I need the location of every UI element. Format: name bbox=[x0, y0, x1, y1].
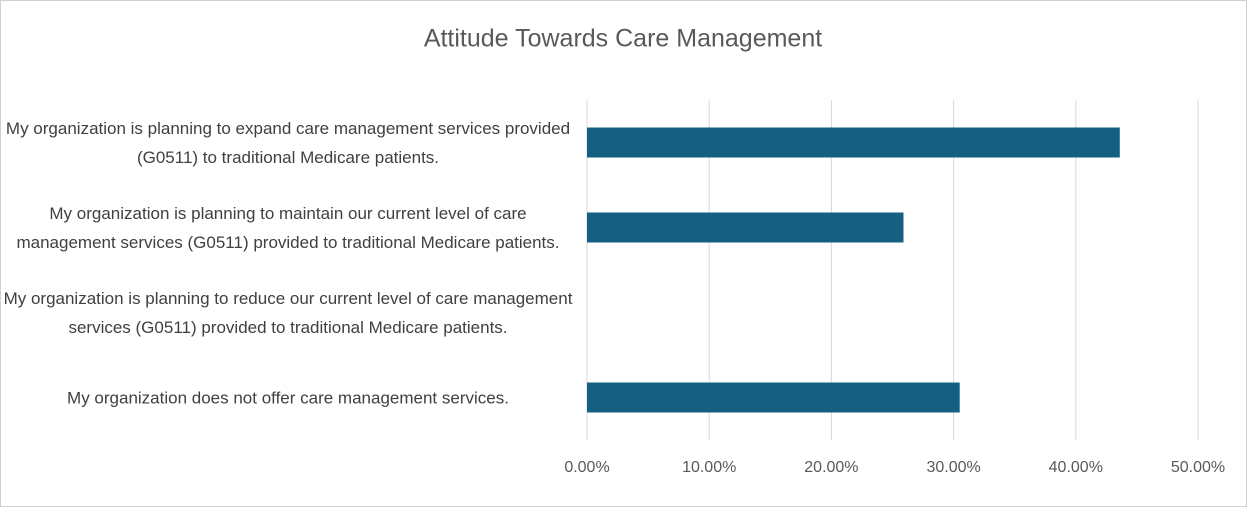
x-tick-label: 30.00% bbox=[926, 459, 980, 476]
y-tick-label: My organization does not offer care mana… bbox=[67, 388, 509, 407]
bar bbox=[587, 212, 904, 243]
bar bbox=[587, 382, 960, 413]
x-tick-label: 20.00% bbox=[804, 459, 858, 476]
y-tick-label: My organization is planning to maintain … bbox=[16, 203, 560, 252]
y-tick-label: My organization is planning to reduce ou… bbox=[3, 288, 573, 337]
x-tick-label: 0.00% bbox=[564, 459, 609, 476]
bar bbox=[587, 127, 1120, 158]
x-tick-label: 50.00% bbox=[1171, 459, 1225, 476]
x-tick-label: 40.00% bbox=[1049, 459, 1103, 476]
chart-title: Attitude Towards Care Management bbox=[424, 25, 822, 53]
x-tick-label: 10.00% bbox=[682, 459, 736, 476]
y-tick-label: My organization is planning to expand ca… bbox=[5, 118, 571, 167]
